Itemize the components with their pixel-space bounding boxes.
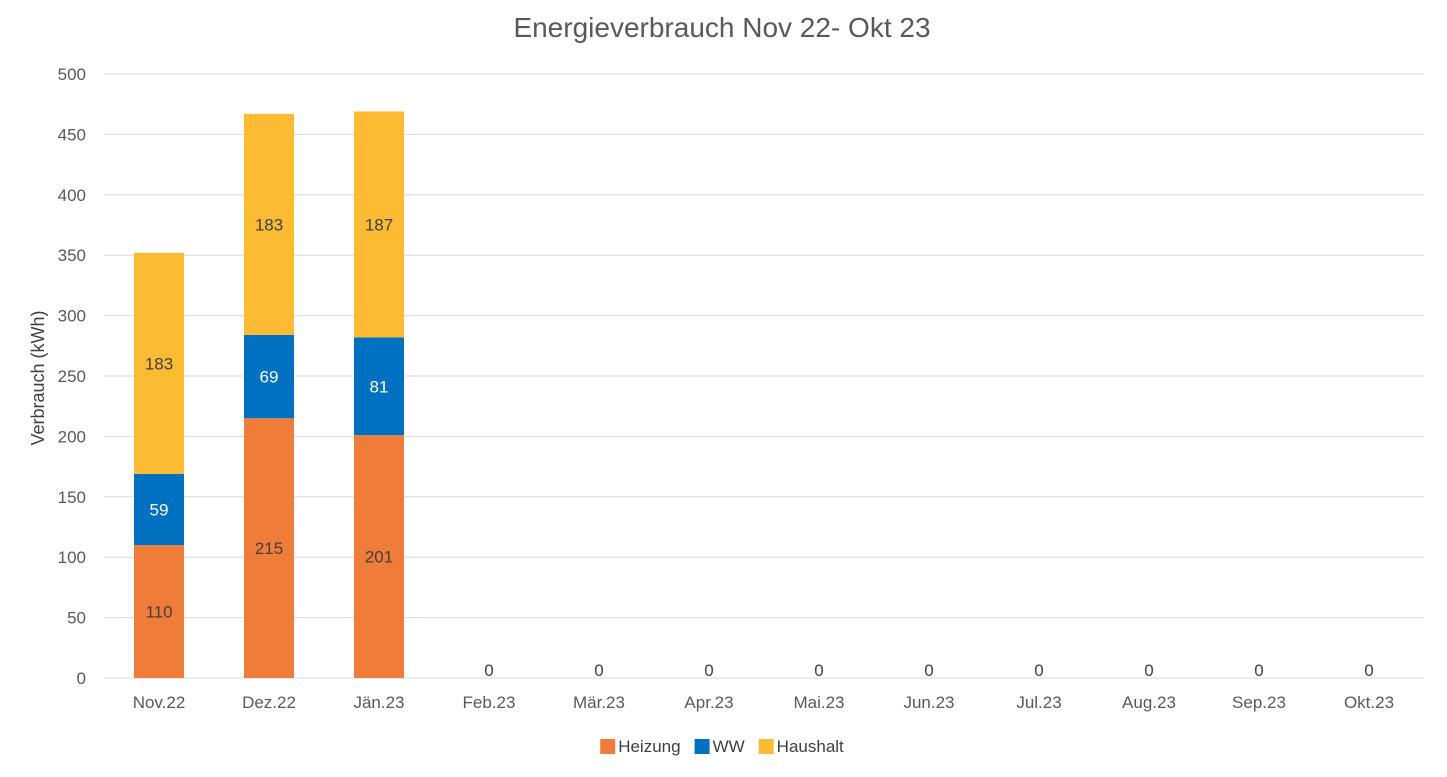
data-label: 215: [255, 539, 283, 558]
y-tick-label: 150: [58, 488, 86, 507]
y-tick-label: 250: [58, 367, 86, 386]
x-tick-label: Jun.23: [903, 693, 954, 712]
y-axis-ticks: 0 50 100 150 200 250 300 350 400 450 500: [58, 65, 86, 688]
data-label: 81: [370, 377, 389, 396]
gridlines: [104, 73, 1424, 679]
y-tick-label: 400: [58, 186, 86, 205]
data-label: 0: [1034, 661, 1043, 680]
y-axis-label: Verbrauch (kWh): [28, 310, 48, 445]
data-label: 0: [814, 661, 823, 680]
legend: Heizung WW Haushalt: [600, 737, 844, 756]
y-tick-label: 350: [58, 246, 86, 265]
data-label: 187: [365, 215, 393, 234]
y-tick-label: 0: [77, 669, 86, 688]
bar-segment: [134, 545, 184, 678]
y-tick-label: 500: [58, 65, 86, 84]
x-tick-label: Sep.23: [1232, 693, 1286, 712]
x-axis-ticks: Nov.22 Dez.22 Jän.23 Feb.23 Mär.23 Apr.23 Mai.…: [133, 693, 1394, 712]
bar-segment: [244, 418, 294, 678]
y-tick-label: 200: [58, 427, 86, 446]
legend-swatch: [600, 739, 616, 754]
legend-label: WW: [713, 737, 745, 756]
data-label: 0: [1144, 661, 1153, 680]
legend-swatch: [758, 739, 774, 754]
data-label: 201: [365, 548, 393, 567]
x-tick-label: Aug.23: [1122, 693, 1176, 712]
data-label: 183: [145, 354, 173, 373]
data-label: 69: [260, 368, 279, 387]
data-label: 0: [1254, 661, 1263, 680]
bar-segment: [354, 337, 404, 436]
chart-title: Energieverbrauch Nov 22- Okt 23: [513, 12, 930, 43]
legend-swatch: [694, 739, 710, 754]
data-label: 0: [594, 661, 603, 680]
x-tick-label: Jul.23: [1016, 693, 1061, 712]
bar-segment: [354, 111, 404, 338]
data-label: 0: [924, 661, 933, 680]
y-tick-label: 100: [58, 548, 86, 567]
bar-segment: [134, 252, 184, 474]
bar-segment: [244, 113, 294, 335]
data-label: 183: [255, 215, 283, 234]
legend-label: Haushalt: [777, 737, 844, 756]
bars: [134, 111, 404, 678]
x-tick-label: Nov.22: [133, 693, 186, 712]
x-tick-label: Jän.23: [353, 693, 404, 712]
legend-label: Heizung: [618, 737, 680, 756]
data-label: 0: [1364, 661, 1373, 680]
data-labels: 110 59 183 215 69 183 201 81 187 0 0 0 0 0 0 0 0 0: [145, 215, 1374, 680]
data-label: 0: [484, 661, 493, 680]
bar-segment: [354, 435, 404, 678]
x-tick-label: Okt.23: [1344, 693, 1394, 712]
data-label: 0: [704, 661, 713, 680]
x-tick-label: Mär.23: [573, 693, 625, 712]
x-tick-label: Mai.23: [793, 693, 844, 712]
data-label: 59: [150, 500, 169, 519]
bar-segment: [134, 473, 184, 546]
y-tick-label: 450: [58, 125, 86, 144]
x-tick-label: Apr.23: [684, 693, 733, 712]
x-tick-label: Dez.22: [242, 693, 296, 712]
data-label: 110: [145, 603, 172, 622]
bar-segment: [244, 334, 294, 419]
y-tick-label: 50: [67, 609, 86, 628]
y-tick-label: 300: [58, 307, 86, 326]
x-tick-label: Feb.23: [463, 693, 516, 712]
